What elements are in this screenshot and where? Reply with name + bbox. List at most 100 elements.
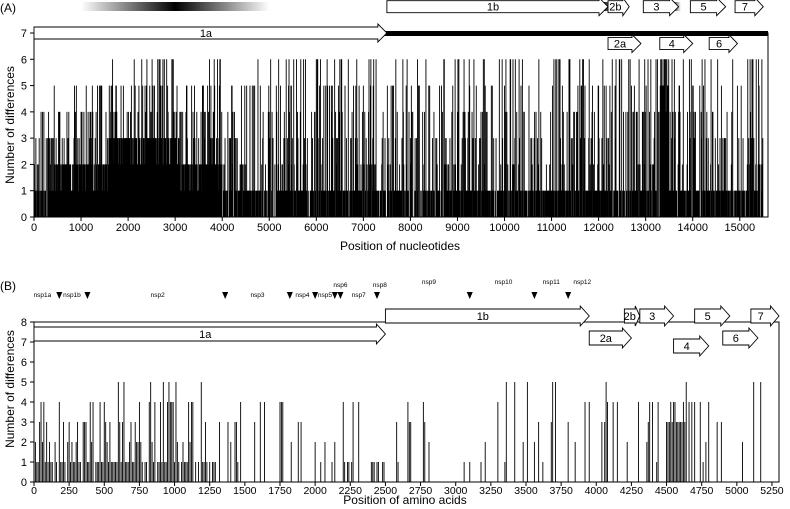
panel-b-label: (B) xyxy=(0,279,16,293)
density-band xyxy=(81,2,270,11)
y-tick-label: 0 xyxy=(21,477,27,489)
nsp-cleavage-marker xyxy=(337,292,344,299)
x-tick-label: 0 xyxy=(31,485,37,497)
nsp-label: nsp9 xyxy=(422,279,436,286)
x-tick-label: 10000 xyxy=(489,222,520,234)
panel-a-axes: 0 1 2 3 4 5 6 7 0 1000 2000 3000 4000 5000 6000 7000 800… xyxy=(21,28,769,234)
orf-arrow xyxy=(659,33,694,54)
nsp-cleavage-marker xyxy=(56,292,63,299)
nsp-cleavage-marker xyxy=(466,292,473,299)
panel-a-orfs: 1a 1b 2b 2a 3 4 5 6 7 xyxy=(33,0,764,54)
orf-arrow xyxy=(722,326,759,350)
nsp-cleavage-marker xyxy=(286,292,293,299)
y-tick-label: 5 xyxy=(21,81,27,93)
nsp-label: nsp8 xyxy=(373,282,387,289)
panel-b-ylabel: Number of differences xyxy=(3,330,17,448)
nsp-cleavage-marker xyxy=(373,292,380,299)
y-tick-label: 6 xyxy=(21,357,27,369)
panel-a-xlabel: Position of nucleotides xyxy=(340,239,460,253)
plot-frame xyxy=(33,321,780,483)
x-tick-label: 3000 xyxy=(163,222,187,234)
orf-label: 2b xyxy=(624,311,636,323)
orf-label: 1b xyxy=(477,311,489,323)
x-tick-label: 14000 xyxy=(677,222,708,234)
x-tick-label: 1000 xyxy=(69,222,93,234)
panel-b-xlabel: Position of amino acids xyxy=(343,493,466,507)
x-tick-label: 5000 xyxy=(257,222,281,234)
orf-label: 7 xyxy=(742,2,748,14)
orf-label: 5 xyxy=(705,311,711,323)
nsp-label: nsp4 xyxy=(295,292,309,299)
orf-arrow xyxy=(689,0,727,17)
orf-label: 2a xyxy=(600,333,613,345)
orf-arrow xyxy=(33,22,388,44)
y-tick-label: 2 xyxy=(21,159,27,171)
panel-b-orfs: 1a 1b 2a 2b 3 4 5 6 7 xyxy=(33,304,780,358)
orf-label: 7 xyxy=(758,311,764,323)
y-tick-label: 4 xyxy=(21,107,27,119)
x-tick-label: 500 xyxy=(96,485,114,497)
x-tick-label: 3500 xyxy=(514,485,538,497)
x-tick-label: 0 xyxy=(31,222,37,234)
nsp-cleavage-marker xyxy=(331,292,338,299)
orf-label: 6 xyxy=(716,39,722,51)
nsp-label: nsp7 xyxy=(352,292,366,299)
panel-a-ylabel: Number of differences xyxy=(3,66,17,184)
orf-arrow xyxy=(750,304,780,328)
orf-label: 2b xyxy=(609,2,621,14)
nsp-label: nsp1b xyxy=(63,292,81,299)
x-tick-label: 1750 xyxy=(268,485,292,497)
orf-arrow xyxy=(386,0,609,17)
x-tick-label: 1250 xyxy=(198,485,222,497)
panel-b: (B) 0 1 2 3 4 5 6 7 8 0 250 500 750 1000 1250 1500 1750 2… xyxy=(0,279,784,507)
panel-a: (A) 0 1 2 3 4 5 6 7 0 1000 2000 3000 4000 5000 6000 700… xyxy=(0,0,769,253)
x-tick-label: 15000 xyxy=(724,222,755,234)
y-tick-label: 5 xyxy=(21,377,27,389)
nsp-cleavage-marker xyxy=(312,292,319,299)
nsp-label: nsp5 xyxy=(318,292,332,299)
nsp-cleavage-marker xyxy=(222,292,229,299)
y-tick-label: 7 xyxy=(21,337,27,349)
panel-a-label: (A) xyxy=(0,1,16,15)
orf-arrow xyxy=(639,304,675,328)
x-tick-label: 2000 xyxy=(116,222,140,234)
x-tick-label: 7000 xyxy=(351,222,375,234)
genome-bar xyxy=(34,31,768,36)
y-tick-label: 3 xyxy=(21,133,27,145)
x-tick-label: 8000 xyxy=(398,222,422,234)
nsp-cleavage-marker xyxy=(84,292,91,299)
panel-b-bars xyxy=(34,382,762,482)
nsp-cleavage-marker xyxy=(565,292,572,299)
nsp-label: nsp3 xyxy=(250,292,264,299)
x-tick-label: 9000 xyxy=(445,222,469,234)
orf-label: 3 xyxy=(649,311,655,323)
nsp-label: nsp11 xyxy=(543,279,561,286)
orf-arrow xyxy=(734,0,764,17)
orf-arrow xyxy=(673,334,710,358)
orf-arrow xyxy=(384,304,590,328)
x-tick-label: 12000 xyxy=(583,222,614,234)
orf-arrow xyxy=(588,326,633,350)
x-tick-label: 4750 xyxy=(690,485,714,497)
y-tick-label: 0 xyxy=(21,212,27,224)
x-tick-label: 3000 xyxy=(444,485,468,497)
x-tick-label: 750 xyxy=(131,485,149,497)
x-tick-label: 1500 xyxy=(233,485,257,497)
orf-label: 6 xyxy=(733,333,739,345)
x-tick-label: 6000 xyxy=(304,222,328,234)
x-tick-label: 5000 xyxy=(725,485,749,497)
nsp-cleavage-marker xyxy=(531,292,538,299)
y-tick-label: 1 xyxy=(21,186,27,198)
orf-label: 2a xyxy=(614,39,627,51)
x-tick-label: 13000 xyxy=(630,222,661,234)
y-tick-label: 1 xyxy=(21,457,27,469)
y-tick-label: 2 xyxy=(21,437,27,449)
nsp-label: nsp6 xyxy=(333,282,347,289)
orf-label: 1a xyxy=(200,28,213,40)
orf-label: 1a xyxy=(199,329,212,341)
x-tick-label: 11000 xyxy=(537,222,567,234)
x-tick-label: 3750 xyxy=(549,485,573,497)
x-tick-label: 2500 xyxy=(374,485,398,497)
